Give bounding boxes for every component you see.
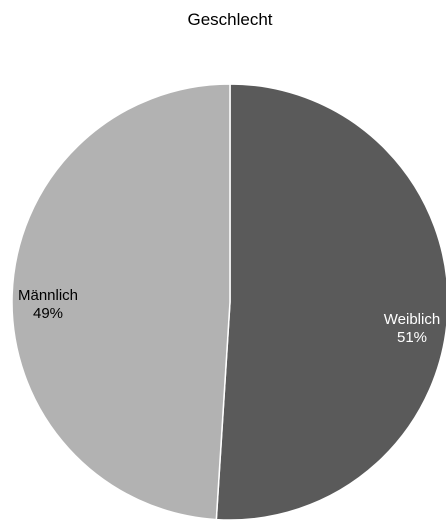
- pie-slice-weiblich: [215, 83, 446, 521]
- chart-title: Geschlecht: [187, 10, 272, 29]
- slice-value-weiblich: 51%: [397, 329, 427, 346]
- slice-label-weiblich: Weiblich: [384, 311, 440, 328]
- pie-slices: [11, 83, 446, 521]
- slice-value-männlich: 49%: [33, 305, 63, 322]
- pie-slice-männlich: [11, 83, 231, 521]
- slice-label-männlich: Männlich: [18, 287, 78, 304]
